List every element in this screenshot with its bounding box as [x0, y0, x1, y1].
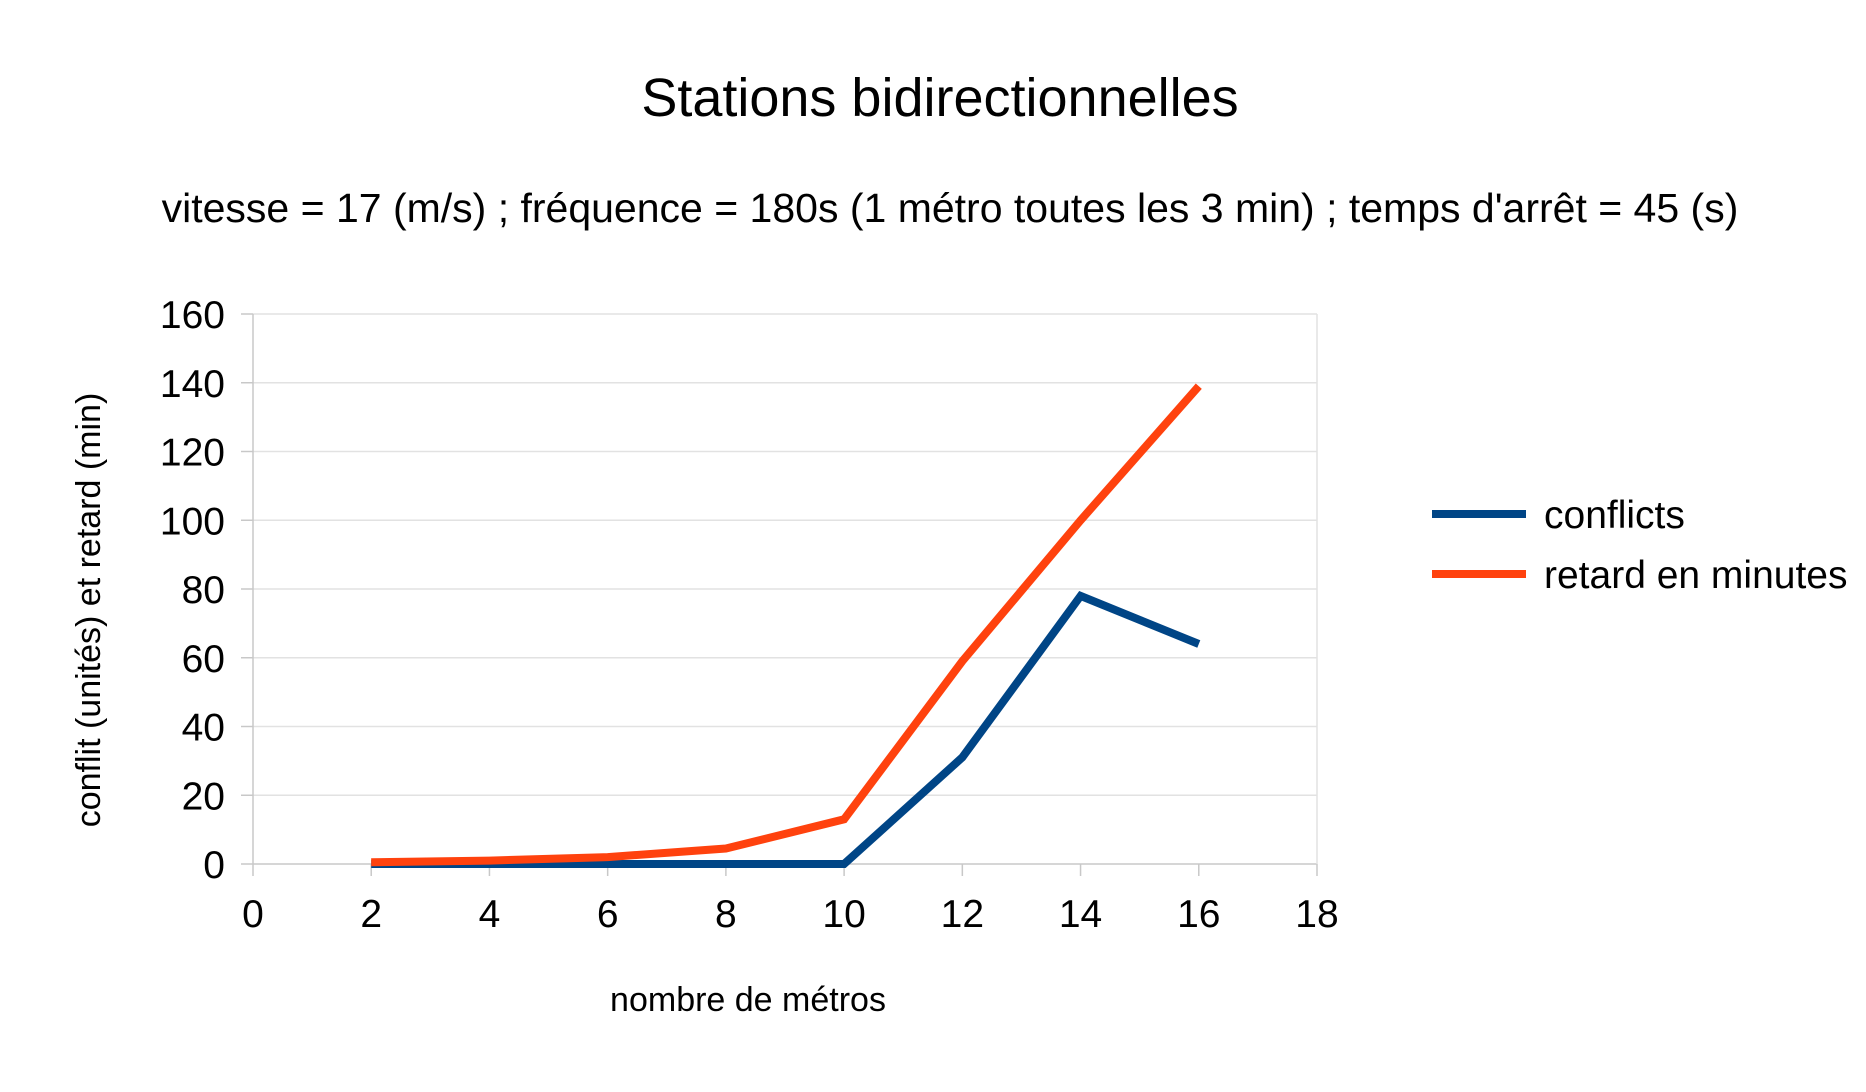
x-tick-label: 16 — [1177, 893, 1220, 936]
series-line-retard-en-minutes — [371, 383, 1202, 867]
y-tick-label: 160 — [160, 294, 225, 337]
y-tick-label: 140 — [160, 363, 225, 406]
x-tick-label: 10 — [822, 893, 865, 936]
x-tick-labels: 0 2 4 6 8 10 12 14 16 18 — [242, 893, 1339, 936]
y-tick-label: 120 — [160, 432, 225, 475]
y-tick-label: 80 — [182, 569, 225, 612]
x-tick-label: 8 — [715, 893, 737, 936]
y-tick-labels: 0 20 40 60 80 100 120 140 160 — [160, 294, 225, 887]
x-tick-label: 18 — [1295, 893, 1338, 936]
y-axis-label: conflit (unités) et retard (min) — [70, 393, 108, 828]
y-tick-label: 60 — [182, 638, 225, 681]
chart-subtitle: vitesse = 17 (m/s) ; fréquence = 180s (1… — [162, 185, 1739, 231]
chart-title: Stations bidirectionnelles — [641, 68, 1238, 128]
legend-label-conflicts: conflicts — [1544, 494, 1685, 537]
series-lines — [371, 383, 1202, 868]
x-tick-label: 14 — [1059, 893, 1102, 936]
x-axis-label: nombre de métros — [610, 981, 886, 1019]
y-tick-label: 0 — [203, 844, 225, 887]
gridlines — [253, 313, 1317, 796]
x-tick-label: 12 — [941, 893, 984, 936]
x-tick-label: 4 — [479, 893, 501, 936]
legend: conflicts retard en minutes — [1432, 494, 1848, 597]
y-tick-label: 40 — [182, 707, 225, 750]
x-tick-label: 6 — [597, 893, 619, 936]
y-tick-label: 20 — [182, 775, 225, 818]
x-tick-label: 0 — [242, 893, 264, 936]
x-tick-label: 2 — [360, 893, 382, 936]
y-tick-label: 100 — [160, 500, 225, 543]
legend-label-retard-en-minutes: retard en minutes — [1544, 554, 1848, 597]
